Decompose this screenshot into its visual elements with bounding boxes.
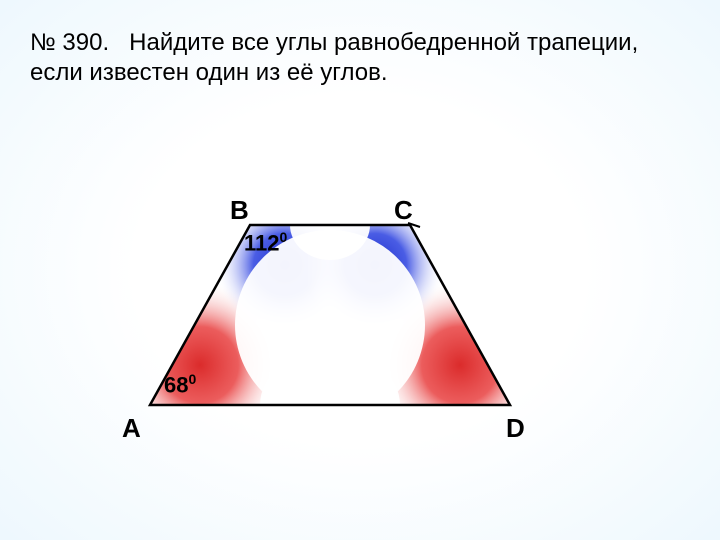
- angle-value-B: 112: [244, 230, 280, 255]
- angle-label-A: 680: [164, 371, 196, 398]
- vertex-label-C: C: [394, 195, 413, 226]
- problem-body: Найдите все углы равнобедренной трапеции…: [30, 29, 638, 86]
- problem-number: № 390.: [30, 29, 109, 56]
- vertex-label-A: A: [122, 413, 141, 444]
- angle-sup-A: 0: [188, 371, 196, 387]
- vertex-label-B: B: [230, 195, 249, 226]
- vertex-label-D: D: [506, 413, 525, 444]
- trapezoid-figure: A B C D 680 1120: [120, 205, 540, 425]
- problem-statement: № 390. Найдите все углы равнобедренной т…: [30, 28, 670, 88]
- angle-label-B: 1120: [244, 229, 287, 256]
- angle-value-A: 68: [164, 372, 188, 397]
- angle-sup-B: 0: [280, 229, 288, 245]
